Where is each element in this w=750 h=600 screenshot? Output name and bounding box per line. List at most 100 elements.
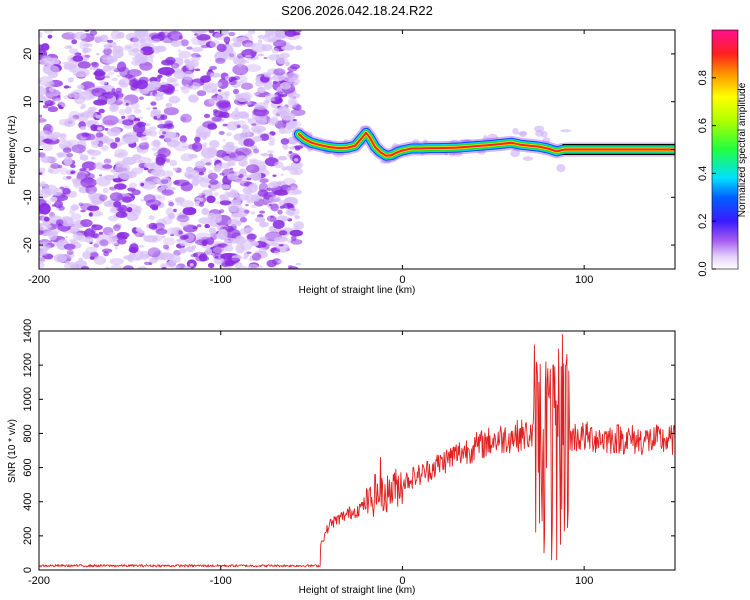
snr-ytick-label: 0 xyxy=(22,567,34,573)
noise-blob xyxy=(106,39,113,43)
spec-xtick-label: -200 xyxy=(28,274,50,286)
noise-blob xyxy=(40,156,52,164)
noise-blob xyxy=(257,53,265,57)
noise-blob xyxy=(271,47,279,54)
noise-blob xyxy=(89,30,98,36)
noise-blob xyxy=(141,181,156,190)
noise-blob xyxy=(254,102,269,110)
noise-blob xyxy=(143,235,159,243)
noise-blob xyxy=(62,147,72,153)
noise-blob xyxy=(251,123,257,126)
noise-blob xyxy=(177,49,181,52)
noise-blob xyxy=(115,87,122,94)
noise-blob xyxy=(81,132,90,138)
noise-blob xyxy=(48,87,55,93)
noise-blob xyxy=(287,97,298,108)
noise-blob xyxy=(98,231,104,235)
noise-blob xyxy=(145,199,162,208)
noise-blob xyxy=(110,126,122,136)
noise-blob xyxy=(217,89,222,92)
noise-blob xyxy=(290,109,306,116)
ridge-halo-blob xyxy=(542,137,551,145)
noise-blob xyxy=(50,163,60,169)
noise-blob xyxy=(268,141,275,146)
noise-blob xyxy=(157,147,171,158)
noise-blob xyxy=(149,130,158,137)
noise-blob xyxy=(59,137,67,142)
snr-series xyxy=(39,333,675,568)
noise-blob xyxy=(112,77,118,82)
noise-blob xyxy=(219,200,232,206)
spec-ytick-label: 0 xyxy=(22,146,34,152)
noise-blob xyxy=(126,69,142,77)
noise-blob xyxy=(39,85,47,96)
noise-blob xyxy=(140,135,148,141)
noise-blob xyxy=(110,142,118,149)
noise-blob xyxy=(289,146,296,150)
noise-blob xyxy=(239,228,250,235)
noise-blob xyxy=(181,85,190,94)
noise-blob xyxy=(296,45,302,49)
noise-blob xyxy=(143,162,156,169)
noise-blob xyxy=(39,188,51,199)
noise-blob xyxy=(207,262,215,269)
snr-xlabel: Height of straight line (km) xyxy=(299,585,416,596)
noise-blob xyxy=(42,233,49,236)
noise-blob xyxy=(251,43,267,53)
noise-blob xyxy=(85,246,98,254)
noise-blob xyxy=(287,92,301,99)
snr-ytick-label: 1400 xyxy=(22,319,34,343)
noise-blob xyxy=(205,162,212,166)
noise-blob xyxy=(68,48,79,54)
noise-blob xyxy=(150,101,157,106)
ridge-halo-blob xyxy=(522,156,534,161)
noise-blob xyxy=(39,35,43,38)
noise-blob xyxy=(97,94,108,104)
noise-blob xyxy=(155,156,166,166)
noise-blob xyxy=(190,53,201,58)
noise-blob xyxy=(272,30,282,34)
noise-blob xyxy=(156,146,162,150)
spectrogram-ylabel: Frequency (Hz) xyxy=(7,116,18,185)
noise-blob xyxy=(118,78,130,87)
noise-blob xyxy=(158,121,164,124)
noise-blob xyxy=(266,215,277,222)
snr-xtick-label: 100 xyxy=(575,575,593,587)
noise-blob xyxy=(168,202,175,207)
noise-blob xyxy=(97,126,103,131)
noise-blob xyxy=(116,74,121,78)
noise-blob xyxy=(232,37,238,43)
noise-blob xyxy=(272,107,287,117)
noise-blob xyxy=(109,103,119,113)
noise-blob xyxy=(184,169,200,180)
noise-blob xyxy=(63,243,76,250)
noise-blob xyxy=(288,77,301,85)
noise-blob xyxy=(226,132,232,137)
noise-blob xyxy=(118,204,128,214)
noise-blob xyxy=(185,61,195,69)
noise-blob xyxy=(250,241,259,247)
noise-blob xyxy=(244,209,250,214)
noise-blob xyxy=(102,248,113,254)
noise-blob xyxy=(248,30,256,35)
noise-blob xyxy=(227,218,239,227)
noise-blob xyxy=(247,118,252,122)
colorbar-label: Normalized spectral amplitude xyxy=(737,82,748,217)
noise-blob xyxy=(235,93,250,102)
ridge-core xyxy=(297,131,675,157)
ridge-halo-blob xyxy=(510,149,520,158)
noise-blob xyxy=(45,224,52,229)
noise-blob xyxy=(194,160,206,169)
noise-blob xyxy=(282,202,294,209)
noise-blob xyxy=(265,30,275,35)
noise-blob xyxy=(128,253,136,258)
noise-blob xyxy=(209,187,216,192)
noise-blob xyxy=(138,160,143,164)
noise-blob xyxy=(215,149,227,158)
noise-blob xyxy=(251,136,262,142)
noise-blob xyxy=(40,251,48,256)
noise-blob xyxy=(72,223,83,229)
noise-blob xyxy=(112,172,121,179)
noise-blob xyxy=(191,47,204,53)
